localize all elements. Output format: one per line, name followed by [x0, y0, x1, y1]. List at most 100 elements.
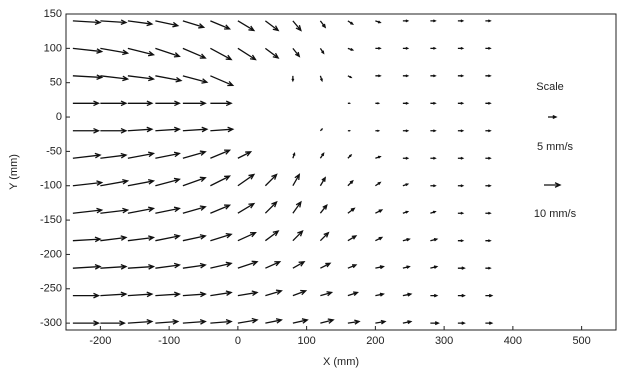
arrow: [485, 156, 492, 160]
arrow: [457, 293, 466, 298]
arrow: [155, 291, 181, 298]
arrow: [182, 319, 207, 325]
y-tick-label: 50: [50, 77, 62, 89]
arrow: [182, 150, 207, 159]
arrow: [155, 75, 183, 83]
arrow: [430, 19, 437, 23]
arrow: [485, 321, 494, 325]
arrow: [375, 292, 385, 297]
arrow: [182, 126, 209, 133]
arrow: [457, 321, 466, 325]
arrow: [182, 100, 207, 107]
arrow: [375, 74, 382, 78]
arrow: [127, 151, 156, 159]
arrow: [375, 129, 381, 132]
arrow: [347, 153, 353, 159]
arrow: [430, 210, 437, 214]
arrow: [237, 202, 256, 214]
arrow: [485, 266, 492, 270]
arrow: [127, 75, 156, 82]
arrow: [319, 152, 325, 159]
arrow: [100, 178, 130, 187]
arrow: [347, 20, 354, 25]
arrow: [72, 47, 104, 54]
y-tick-label: 100: [44, 42, 62, 54]
arrow: [72, 100, 101, 107]
arrow: [402, 156, 410, 160]
arrow: [237, 232, 257, 242]
arrow: [485, 129, 492, 133]
arrow: [292, 229, 304, 242]
x-tick-label: 0: [235, 335, 241, 347]
arrow: [265, 289, 283, 297]
arrow: [100, 207, 130, 214]
arrow: [292, 173, 301, 187]
arrow: [347, 75, 353, 79]
arrow: [237, 317, 259, 324]
arrow: [72, 74, 104, 81]
arrow: [402, 129, 410, 133]
arrow: [72, 127, 101, 134]
arrow: [210, 75, 235, 87]
x-tick-label: 300: [435, 335, 453, 347]
scale-title: Scale: [536, 81, 564, 93]
arrow: [155, 126, 181, 133]
arrow: [127, 179, 156, 187]
arrow: [182, 291, 207, 298]
arrow: [155, 47, 181, 58]
arrow: [402, 46, 410, 50]
y-tick-label: -50: [46, 145, 62, 157]
y-axis-label: Y (mm): [8, 154, 20, 190]
x-tick-label: 200: [366, 335, 384, 347]
arrow: [72, 320, 101, 326]
arrow: [485, 293, 494, 298]
arrow: [237, 20, 256, 32]
arrow: [347, 129, 352, 132]
arrow: [319, 176, 326, 187]
arrow: [457, 156, 465, 160]
arrow: [457, 239, 465, 243]
arrow: [155, 262, 181, 269]
plot-frame: [65, 13, 617, 331]
arrow: [100, 320, 126, 326]
arrow: [347, 291, 359, 297]
arrow: [402, 210, 410, 214]
arrow: [430, 74, 437, 78]
arrow: [100, 127, 128, 134]
arrow: [292, 151, 296, 159]
arrow: [264, 230, 280, 242]
arrow: [320, 318, 335, 324]
x-tick-label: 100: [297, 335, 315, 347]
arrow: [402, 292, 413, 297]
arrow: [292, 289, 308, 297]
arrow: [485, 239, 492, 243]
scale-label: 5 mm/s: [537, 141, 574, 153]
arrow: [210, 20, 232, 30]
arrow: [72, 236, 102, 243]
arrow: [402, 74, 410, 78]
arrow: [402, 101, 410, 105]
arrow: [291, 75, 295, 83]
arrow: [347, 319, 361, 325]
arrow: [264, 20, 280, 32]
arrow: [292, 20, 302, 32]
arrow: [264, 47, 280, 59]
arrow: [127, 47, 156, 57]
arrow: [544, 182, 562, 188]
arrow: [347, 102, 352, 105]
arrow: [264, 200, 278, 214]
arrow: [155, 20, 180, 28]
arrow: [127, 126, 154, 133]
arrow: [457, 129, 465, 133]
arrow: [430, 46, 437, 50]
y-tick-label: -300: [40, 317, 62, 329]
arrow: [402, 265, 411, 269]
arrow: [375, 102, 381, 105]
arrow: [210, 149, 232, 159]
arrow: [375, 236, 384, 242]
arrow: [292, 260, 306, 269]
arrow: [347, 179, 354, 187]
arrow: [430, 184, 437, 188]
x-tick-label: -200: [89, 335, 111, 347]
